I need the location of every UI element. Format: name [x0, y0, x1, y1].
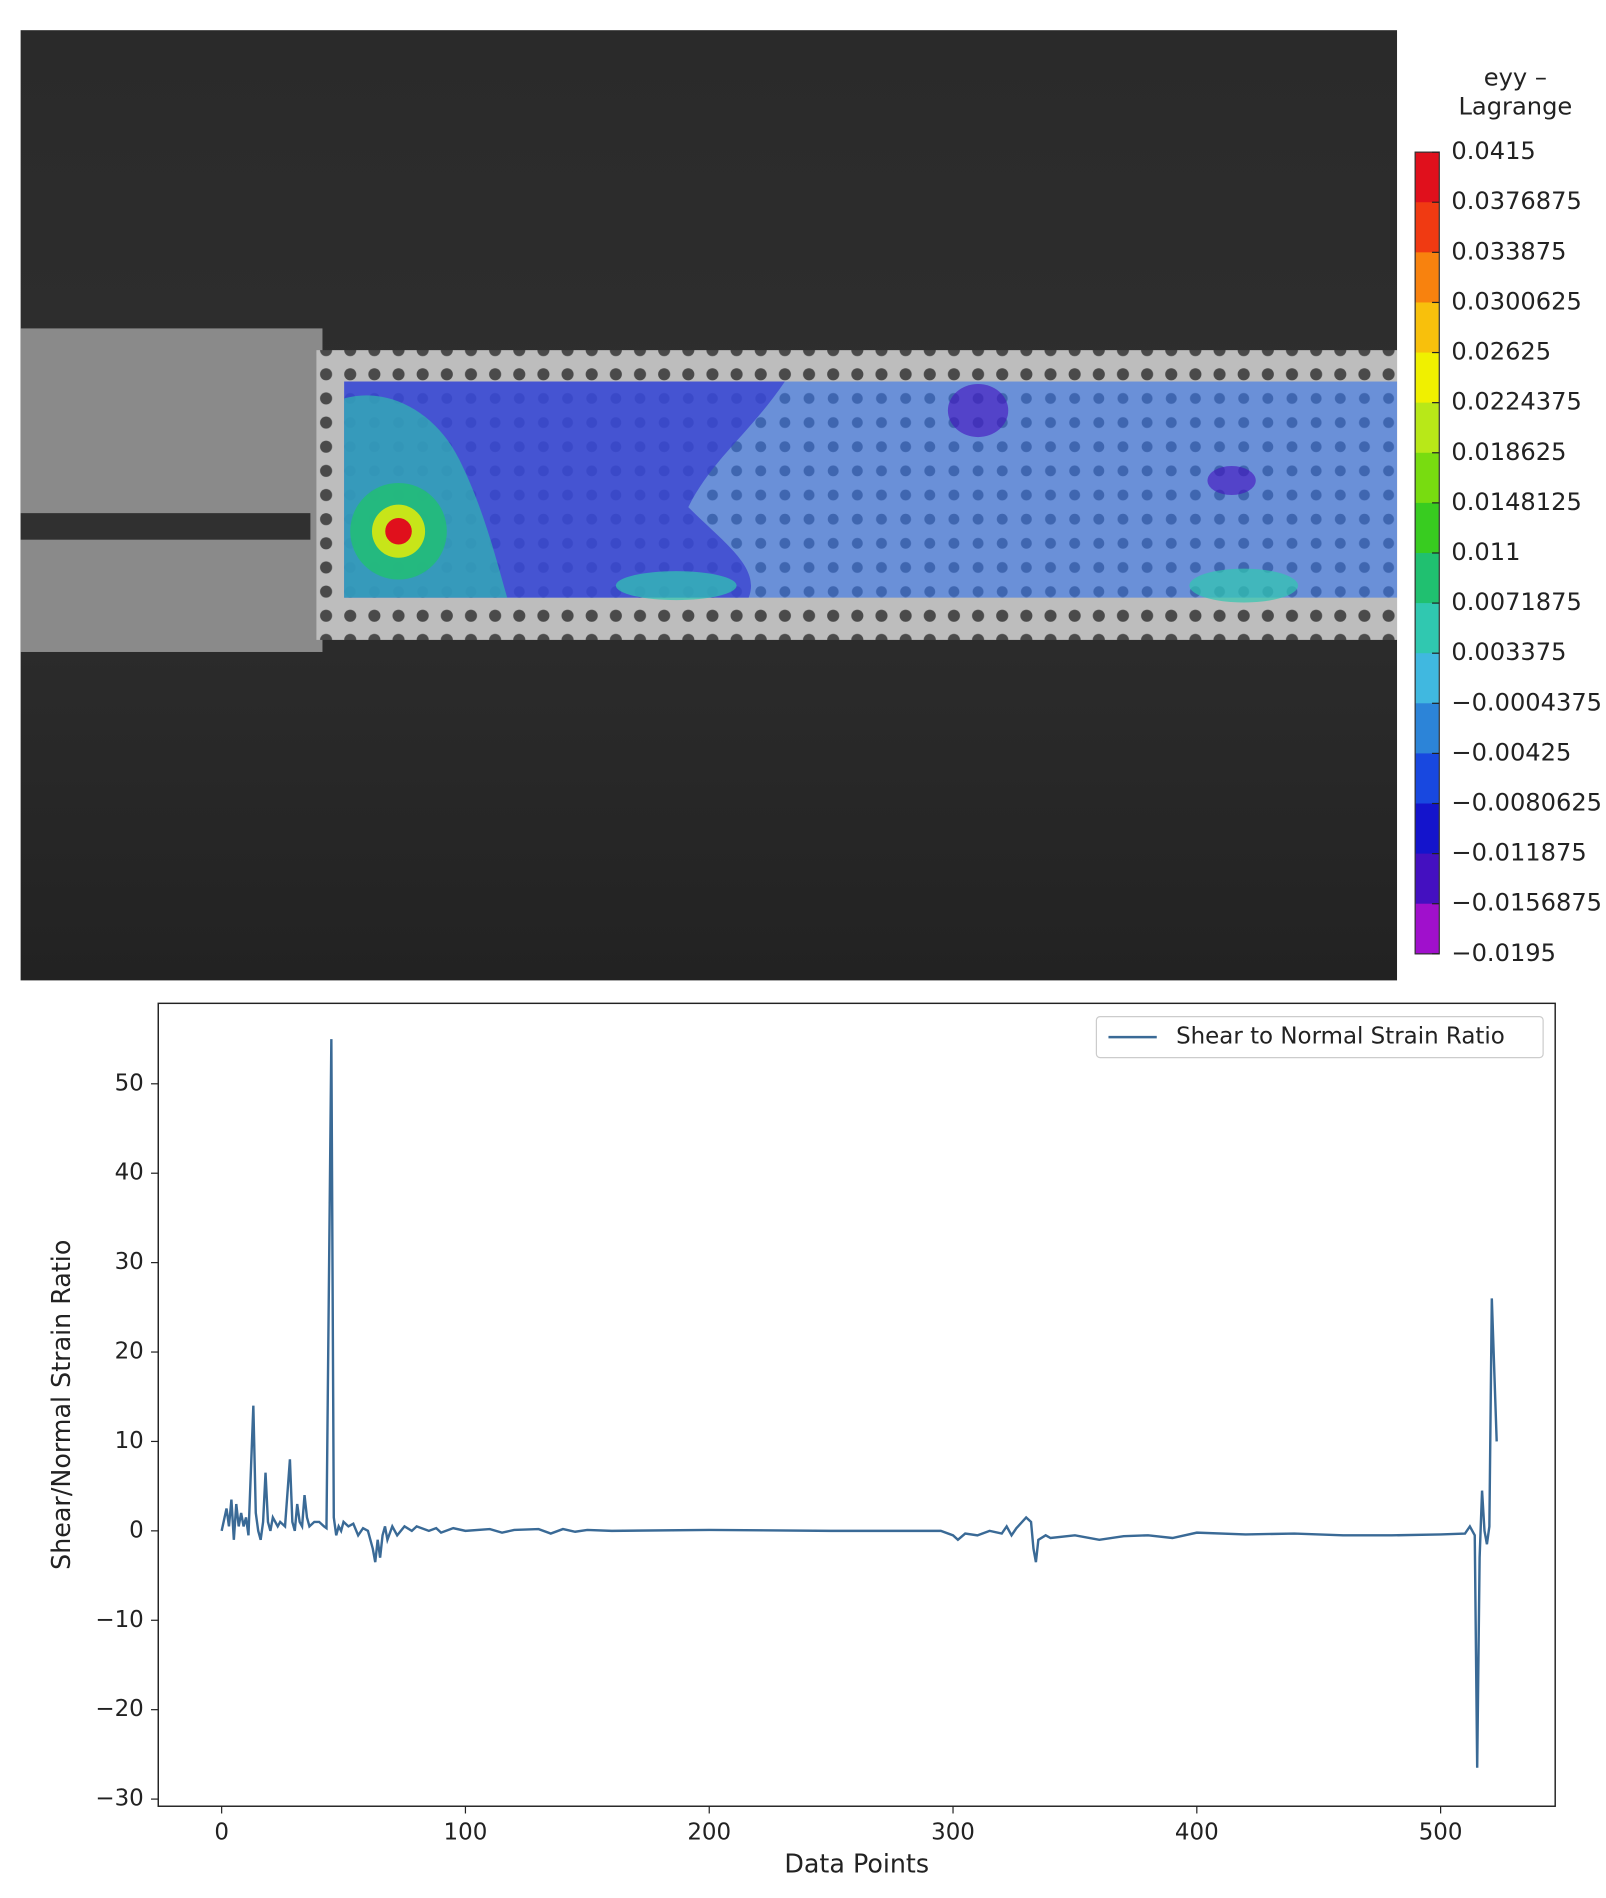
- strain-image: [20, 30, 1398, 981]
- colorbar-tick-label: −0.011875: [1451, 839, 1586, 867]
- x-tick-label: 500: [1419, 1819, 1463, 1845]
- x-tick-label: 0: [214, 1819, 229, 1845]
- x-tick-label: 400: [1175, 1819, 1219, 1845]
- colorbar-title-box: eyy – Lagrange: [1458, 62, 1573, 121]
- colorbar-tick-label: 0.003375: [1451, 638, 1566, 666]
- legend-box: [1095, 1016, 1544, 1059]
- colorbar-tick-label: −0.0156875: [1451, 889, 1602, 917]
- colorbar-band: [1415, 903, 1440, 955]
- colorbar-tick-label: 0.02625: [1451, 338, 1551, 366]
- colorbar-band: [1415, 452, 1440, 504]
- colorbar-band: [1415, 653, 1440, 704]
- line-frame: [157, 1002, 1556, 1807]
- legend-label: Shear to Normal Strain Ratio: [1176, 1024, 1505, 1050]
- y-tick-label: 50: [115, 1070, 144, 1096]
- colorbar-band: [1415, 252, 1440, 304]
- colorbar-tick-label: 0.018625: [1451, 438, 1566, 466]
- colorbar-tick-label: 0.033875: [1451, 237, 1566, 265]
- y-tick-label: −10: [95, 1607, 143, 1633]
- colorbar-band: [1415, 502, 1440, 554]
- colorbar-band: [1415, 803, 1440, 855]
- y-tick-label: 20: [115, 1339, 144, 1365]
- colorbar-band: [1415, 302, 1440, 354]
- colorbar-band: [1415, 152, 1440, 203]
- colorbar-band: [1415, 603, 1440, 654]
- x-axis-label: Data Points: [784, 1848, 929, 1878]
- colorbar-band: [1415, 552, 1440, 604]
- colorbar-tick-label: 0.0071875: [1451, 588, 1581, 616]
- colorbar-band: [1415, 402, 1440, 454]
- colorbar-title: eyy – Lagrange: [1458, 62, 1573, 121]
- colorbar-tick-label: 0.0415: [1451, 137, 1535, 165]
- colorbar-band: [1415, 753, 1440, 805]
- y-tick-label: 0: [129, 1517, 144, 1543]
- colorbar-band: [1415, 352, 1440, 404]
- y-tick-label: 10: [115, 1428, 144, 1454]
- colorbar-tick-label: 0.0148125: [1451, 488, 1581, 516]
- y-tick-label: −30: [95, 1786, 143, 1812]
- colorbar-tick-label: 0.0224375: [1451, 388, 1581, 416]
- y-tick-label: −20: [95, 1696, 143, 1722]
- colorbar-tick-label: −0.00425: [1451, 738, 1571, 766]
- colorbar-band: [1415, 703, 1440, 755]
- colorbar-tick-label: 0.011: [1451, 538, 1520, 566]
- line-series: [220, 1039, 1498, 1768]
- colorbar-tick-label: −0.0004375: [1451, 688, 1602, 716]
- colorbar-band: [1415, 202, 1440, 253]
- y-axis-label: Shear/Normal Strain Ratio: [46, 1240, 76, 1570]
- colorbar-tick-label: 0.0300625: [1451, 287, 1581, 315]
- y-tick-label: 30: [115, 1249, 144, 1275]
- colorbar-tick-label: 0.0376875: [1451, 187, 1581, 215]
- colorbar-tick-label: −0.0195: [1451, 939, 1556, 967]
- colorbar-tick-label: −0.0080625: [1451, 789, 1602, 817]
- x-tick-label: 200: [687, 1819, 731, 1845]
- x-tick-label: 300: [931, 1819, 975, 1845]
- colorbar-band: [1415, 853, 1440, 905]
- y-tick-label: 40: [115, 1160, 144, 1186]
- x-tick-label: 100: [444, 1819, 488, 1845]
